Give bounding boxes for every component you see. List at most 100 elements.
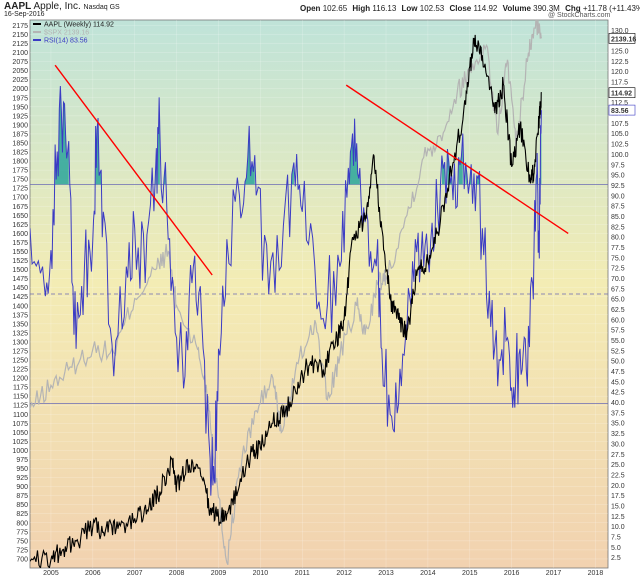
left-tick-label: 1200 (12, 376, 28, 383)
x-tick-label: 2008 (169, 570, 185, 576)
right-tick-label: 52.5 (611, 348, 625, 355)
trendline-layer (54, 64, 569, 276)
trendline-1 (54, 64, 213, 276)
right-tick-label: 17.5 (611, 493, 625, 500)
left-tick-label: 775 (16, 529, 28, 536)
right-tick-label: 95.0 (611, 173, 625, 180)
left-tick-label: 1900 (12, 122, 28, 129)
series-layer (30, 20, 542, 568)
rsi-reference-lines (30, 183, 608, 405)
last-value-box-aapl (608, 87, 636, 99)
right-tick-label: 67.5 (611, 286, 625, 293)
right-tick-label: 72.5 (611, 266, 625, 273)
last-value-aapl: 114.92 (611, 91, 632, 98)
left-tick-label: 950 (16, 466, 28, 473)
left-tick-label: 1575 (12, 240, 28, 247)
x-tick-label: 2016 (504, 570, 520, 576)
left-tick-label: 1475 (12, 276, 28, 283)
last-value-labels: 2139.16 114.92 83.56 (608, 33, 636, 116)
left-tick-label: 925 (16, 475, 28, 482)
open-label: Open (300, 4, 321, 13)
right-tick-label: 82.5 (611, 224, 625, 231)
legend: AAPL (Weekly) 114.92$SPX 2139.16RSI(14) … (33, 22, 114, 45)
trendline-2 (345, 84, 569, 234)
series-line-rsi (30, 85, 542, 496)
right-tick-label: 50.0 (611, 359, 625, 366)
left-tick-label: 1075 (12, 421, 28, 428)
left-tick-label: 1725 (12, 186, 28, 193)
left-tick-label: 750 (16, 538, 28, 545)
high-label: High (352, 4, 371, 13)
ohlc-summary: Open 102.65 High 116.13 Low 102.53 Close… (300, 4, 640, 13)
right-tick-label: 32.5 (611, 431, 625, 438)
right-tick-label: 42.5 (611, 390, 625, 397)
left-tick-label: 2150 (12, 32, 28, 39)
volume-value: 390.3M (533, 4, 560, 13)
left-tick-label: 700 (16, 556, 28, 563)
left-tick-label: 1425 (12, 294, 28, 301)
left-tick-label: 1850 (12, 140, 28, 147)
x-tick-label: 2009 (211, 570, 227, 576)
x-tick-label: 2007 (127, 570, 143, 576)
left-tick-label: 1825 (12, 150, 28, 157)
right-tick-label: 102.5 (611, 142, 629, 149)
left-tick-label: 1650 (12, 213, 28, 220)
left-tick-label: 2125 (12, 41, 28, 48)
right-tick-label: 117.5 (611, 80, 628, 87)
last-value-spx: 2139.16 (611, 36, 636, 43)
left-tick-label: 2025 (12, 77, 28, 84)
right-tick-label: 12.5 (611, 514, 625, 521)
chg-label: Chg (565, 4, 581, 13)
left-tick-label: 1525 (12, 258, 28, 265)
left-tick-label: 1625 (12, 222, 28, 229)
left-tick-label: 1275 (12, 348, 28, 355)
left-tick-label: 2100 (12, 50, 28, 57)
left-tick-label: 1225 (12, 367, 28, 374)
right-tick-label: 35.0 (611, 421, 625, 428)
chg-value: +11.78 (+11.43%) (582, 4, 640, 13)
x-tick-label: 2012 (336, 570, 352, 576)
right-tick-label: 125.0 (611, 49, 629, 56)
x-axis-ticks: 2005 2006 2007 2008 2009 2010 2011 2012 2013 2014… (43, 570, 603, 576)
legend-label-aapl: AAPL (Weekly) 114.92 (44, 22, 114, 29)
left-tick-label: 1875 (12, 131, 28, 138)
right-tick-label: 80.0 (611, 235, 625, 242)
symbol: AAPL (4, 1, 32, 12)
left-tick-label: 1000 (12, 448, 28, 455)
rsi-fill-area (447, 149, 452, 185)
right-tick-label: 87.5 (611, 204, 625, 211)
low-label: Low (401, 4, 418, 13)
low-value: 102.53 (419, 4, 445, 13)
right-tick-label: 85.0 (611, 214, 625, 221)
close-value: 114.92 (473, 4, 498, 13)
left-tick-label: 900 (16, 484, 28, 491)
chart-title: AAPL Apple, Inc. Nasdaq GS (4, 1, 120, 12)
left-axis-ticks: 2175 2150 2125 2100 2075 2050 2025 2000 1975 1950… (12, 23, 28, 564)
left-tick-label: 1100 (13, 412, 28, 419)
right-tick-label: 105.0 (611, 131, 629, 138)
legend-label-rsi: RSI(14) 83.56 (44, 38, 88, 45)
right-tick-label: 30.0 (611, 441, 625, 448)
left-tick-label: 800 (16, 520, 28, 527)
left-tick-label: 1600 (12, 231, 28, 238)
chart-date: 16-Sep-2016 (4, 11, 45, 18)
right-tick-label: 55.0 (611, 338, 625, 345)
left-tick-label: 1975 (12, 95, 28, 102)
right-tick-label: 57.5 (611, 328, 625, 335)
right-tick-label: 10.0 (611, 524, 625, 531)
left-tick-label: 1500 (12, 267, 28, 274)
right-tick-label: 97.5 (611, 162, 625, 169)
left-tick-label: 1325 (12, 330, 28, 337)
series-line-spx (30, 20, 542, 565)
left-tick-label: 2075 (12, 59, 28, 66)
right-tick-label: 27.5 (611, 452, 625, 459)
x-tick-label: 2015 (462, 570, 478, 576)
x-tick-label: 2011 (295, 570, 310, 576)
right-tick-label: 37.5 (611, 410, 625, 417)
left-tick-label: 1800 (12, 159, 28, 166)
x-tick-label: 2014 (420, 570, 436, 576)
left-tick-label: 1175 (13, 385, 28, 392)
right-tick-label: 60.0 (611, 317, 625, 324)
x-tick-label: 2018 (588, 570, 604, 576)
left-tick-label: 1700 (12, 195, 28, 202)
